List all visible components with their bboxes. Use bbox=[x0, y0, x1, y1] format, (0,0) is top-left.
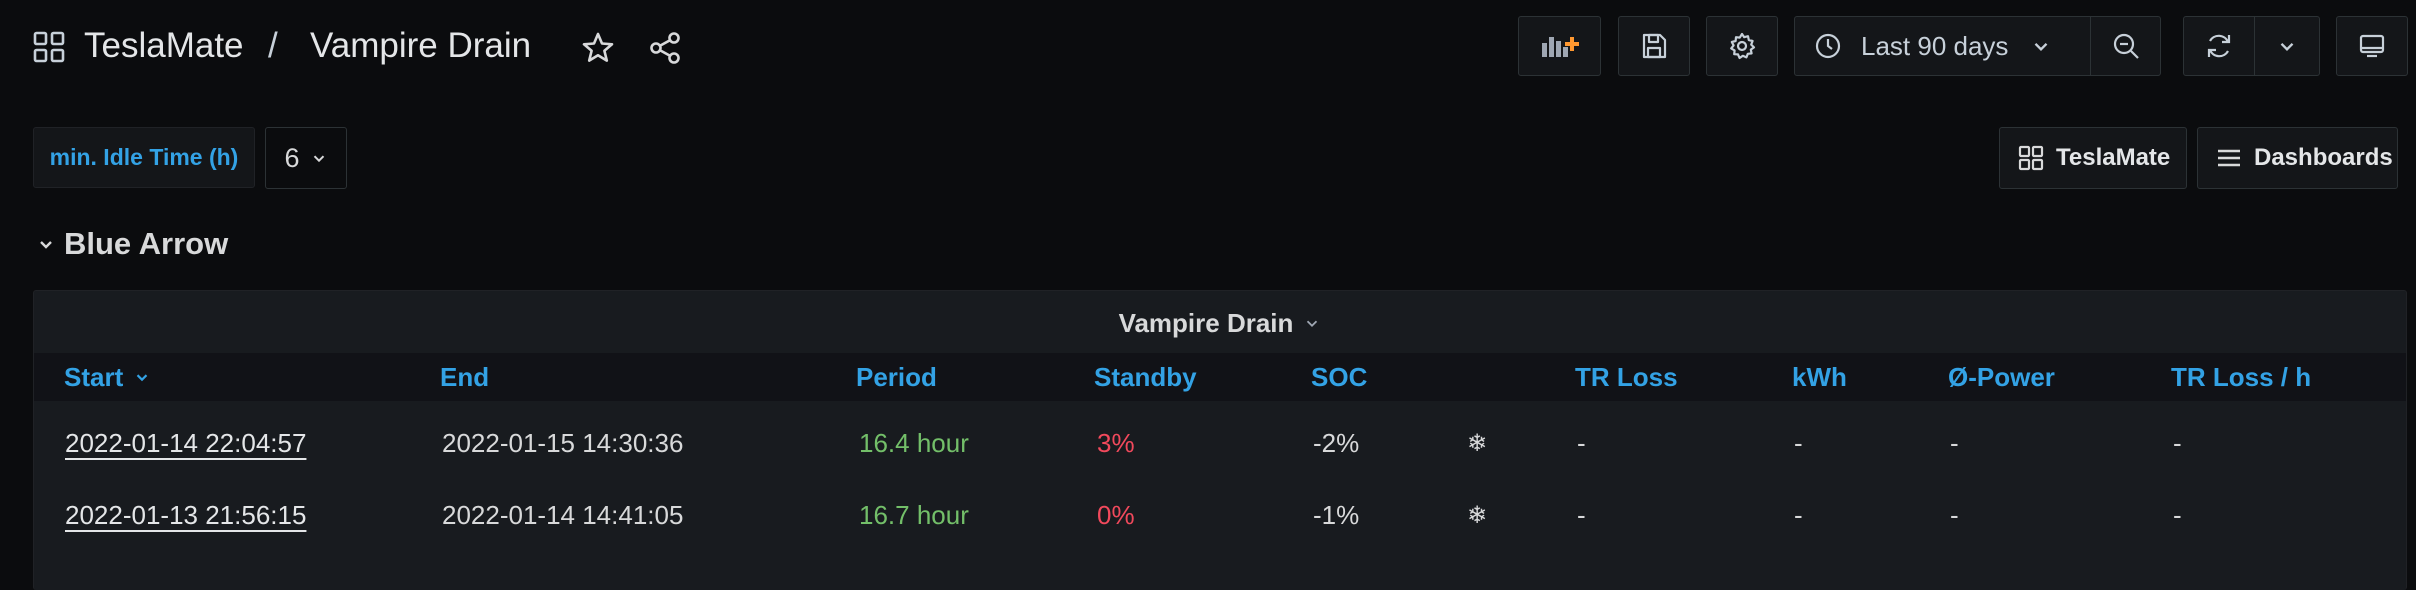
idle-time-value: 6 bbox=[284, 142, 300, 173]
tv-mode-button[interactable] bbox=[2336, 16, 2408, 76]
cell-start-link[interactable]: 2022-01-13 21:56:15 bbox=[65, 499, 307, 530]
cell-soc: -2% bbox=[1313, 427, 1360, 458]
clock-icon bbox=[1815, 33, 1841, 59]
chevron-down-icon bbox=[1307, 320, 1318, 327]
list-icon bbox=[2218, 149, 2240, 167]
chevron-down-icon bbox=[2280, 42, 2294, 52]
cell-kwh: - bbox=[1794, 499, 1803, 530]
cell-end: 2022-01-15 14:30:36 bbox=[442, 427, 684, 458]
cell-tr-loss: - bbox=[1577, 499, 1586, 530]
zoom-out-icon bbox=[2113, 33, 2139, 59]
star-icon[interactable] bbox=[580, 30, 616, 66]
column-header-end[interactable]: End bbox=[440, 353, 489, 401]
teslamate-link[interactable]: TeslaMate bbox=[1999, 127, 2187, 189]
teslamate-link-label: TeslaMate bbox=[2056, 144, 2171, 171]
cell-standby: 3% bbox=[1097, 427, 1135, 458]
column-label: kWh bbox=[1792, 361, 1847, 392]
tv-monitor-icon bbox=[2359, 34, 2385, 58]
grid-icon bbox=[2018, 145, 2044, 171]
save-icon bbox=[1642, 33, 1667, 59]
time-range-picker[interactable]: Last 90 days bbox=[1794, 16, 2091, 76]
dashboard-title[interactable]: Vampire Drain bbox=[310, 26, 532, 65]
table-header: Start End Period Standby SOC TR Loss kWh… bbox=[34, 353, 2406, 401]
chevron-down-icon bbox=[2035, 42, 2048, 52]
add-panel-icon bbox=[1541, 37, 1579, 57]
table-row: 2022-01-14 22:04:57 2022-01-15 14:30:36 … bbox=[34, 407, 2406, 479]
column-header-tr-loss-per-h[interactable]: TR Loss / h bbox=[2171, 353, 2311, 401]
refresh-interval-dropdown[interactable] bbox=[2254, 16, 2320, 76]
column-label: Ø-Power bbox=[1948, 361, 2055, 392]
chevron-down-icon bbox=[40, 241, 52, 249]
column-header-power[interactable]: Ø-Power bbox=[1948, 353, 2055, 401]
refresh-button[interactable] bbox=[2183, 16, 2255, 76]
column-header-soc[interactable]: SOC bbox=[1311, 353, 1367, 401]
sort-desc-icon bbox=[136, 374, 148, 382]
zoom-out-button[interactable] bbox=[2090, 16, 2161, 76]
dashboard-settings-button[interactable] bbox=[1706, 16, 1778, 76]
column-label: SOC bbox=[1311, 361, 1368, 392]
column-header-kwh[interactable]: kWh bbox=[1792, 353, 1847, 401]
chevron-down-icon bbox=[313, 155, 324, 163]
top-navbar: TeslaMate / Vampire Drain bbox=[0, 0, 2416, 96]
column-label: Standby bbox=[1094, 361, 1197, 392]
save-dashboard-button[interactable] bbox=[1618, 16, 1690, 76]
column-header-start[interactable]: Start bbox=[64, 353, 151, 401]
column-label: TR Loss bbox=[1575, 361, 1678, 392]
dashboards-link[interactable]: Dashboards bbox=[2197, 127, 2398, 189]
idle-time-select[interactable]: 6 bbox=[265, 127, 347, 189]
column-header-period[interactable]: Period bbox=[856, 353, 937, 401]
column-label: End bbox=[440, 361, 490, 392]
cell-power: - bbox=[1950, 499, 1959, 530]
cell-standby: 0% bbox=[1097, 499, 1135, 530]
cell-period: 16.4 hour bbox=[859, 427, 969, 458]
row-title: Blue Arrow bbox=[64, 226, 229, 261]
share-icon[interactable] bbox=[647, 30, 683, 66]
row-collapse-toggle[interactable]: Blue Arrow bbox=[36, 222, 228, 266]
panel-title: Vampire Drain bbox=[1118, 307, 1294, 338]
panel-title-menu[interactable]: Vampire Drain bbox=[34, 301, 2406, 345]
table-row: 2022-01-13 21:56:15 2022-01-14 14:41:05 … bbox=[34, 479, 2406, 551]
column-header-tr-loss[interactable]: TR Loss bbox=[1575, 353, 1678, 401]
snowflake-icon: ❄ bbox=[1467, 429, 1488, 457]
column-label: Start bbox=[64, 361, 124, 392]
breadcrumb-separator: / bbox=[268, 26, 278, 65]
column-label: TR Loss / h bbox=[2171, 361, 2312, 392]
add-panel-button[interactable] bbox=[1518, 16, 1601, 76]
cell-end: 2022-01-14 14:41:05 bbox=[442, 499, 684, 530]
time-range-label: Last 90 days bbox=[1861, 30, 2009, 61]
column-label: Period bbox=[856, 361, 937, 392]
cell-tr-loss-per-h: - bbox=[2173, 427, 2182, 458]
cell-tr-loss: - bbox=[1577, 427, 1586, 458]
snowflake-icon: ❄ bbox=[1467, 501, 1488, 529]
vampire-drain-panel: Vampire Drain Start End Period Standby S… bbox=[33, 290, 2407, 590]
apps-icon[interactable] bbox=[33, 31, 65, 63]
cell-start-link[interactable]: 2022-01-14 22:04:57 bbox=[65, 427, 307, 458]
column-header-standby[interactable]: Standby bbox=[1094, 353, 1197, 401]
breadcrumb-teslamate[interactable]: TeslaMate bbox=[84, 26, 244, 65]
cell-kwh: - bbox=[1794, 427, 1803, 458]
cell-soc: -1% bbox=[1313, 499, 1360, 530]
cell-period: 16.7 hour bbox=[859, 499, 969, 530]
cell-power: - bbox=[1950, 427, 1959, 458]
cell-tr-loss-per-h: - bbox=[2173, 499, 2182, 530]
refresh-icon bbox=[2207, 34, 2231, 58]
dashboards-link-label: Dashboards bbox=[2254, 144, 2393, 171]
idle-time-variable-label: min. Idle Time (h) bbox=[33, 127, 255, 188]
settings-icon bbox=[1730, 32, 1756, 60]
